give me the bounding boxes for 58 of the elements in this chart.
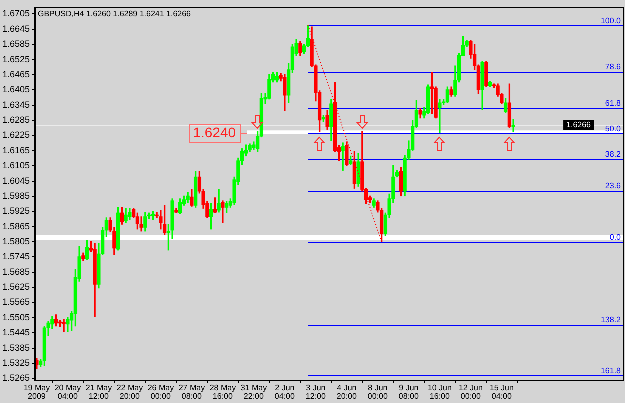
- x-tick-label: 2 Jun 04:00: [274, 384, 296, 402]
- annotation: 161.8: [600, 366, 622, 376]
- y-tick-label: 1.6285: [2, 115, 30, 126]
- x-tick-label: 9 Jun 08:00: [398, 384, 420, 402]
- y-tick-label: 1.6525: [2, 54, 30, 64]
- x-tick-label: 26 May 00:00: [148, 384, 174, 402]
- y-tick-label: 1.6465: [2, 69, 30, 80]
- x-tick-label: 10 Jun 16:00: [428, 384, 452, 402]
- x-tick-label: 27 May 08:00: [178, 384, 206, 402]
- y-tick-label: 1.5505: [2, 312, 30, 322]
- x-tick-label: 4 Jun 20:00: [336, 384, 358, 402]
- chart-title: GBPUSD,H4 1.6260 1.6289 1.6241 1.6266: [38, 9, 192, 18]
- y-tick-label: 1.5865: [2, 221, 30, 232]
- y-tick-label: 1.6705: [2, 8, 30, 19]
- y-tick-label: 1.6645: [2, 24, 30, 34]
- ref-line-label: 1.6266: [566, 120, 592, 130]
- x-tick-label: 3 Jun 12:00: [306, 384, 326, 402]
- y-tick-label: 1.5265: [2, 373, 30, 384]
- y-tick-label: 1.5925: [2, 206, 30, 216]
- y-tick-label: 1.5685: [2, 266, 30, 277]
- candlestick: [512, 119, 516, 132]
- y-tick-label: 1.6345: [2, 100, 30, 110]
- y-tick-label: 1.5805: [2, 236, 30, 246]
- y-tick-label: 1.5985: [2, 190, 30, 201]
- y-tick-label: 1.5385: [2, 342, 30, 353]
- annotation: 138.2: [600, 316, 622, 325]
- x-tick-label: 31 May 22:00: [240, 384, 268, 402]
- y-tick-label: 1.5745: [2, 252, 30, 262]
- y-tick-label: 1.6165: [2, 145, 30, 156]
- band-label: 1.6240: [193, 124, 236, 140]
- y-tick-label: 1.6405: [2, 84, 30, 95]
- x-tick-label: 22 May 20:00: [116, 384, 144, 402]
- annotation: 50.0: [605, 124, 622, 134]
- x-tick-label: 21 May 12:00: [86, 384, 112, 402]
- y-tick-label: 1.5565: [2, 297, 30, 308]
- y-tick-label: 1.6225: [2, 130, 30, 140]
- annotation: 100.0: [600, 16, 622, 26]
- candlestick: [341, 142, 345, 171]
- annotation: 78.6: [605, 62, 622, 72]
- x-tick-label: 12 Jun 00:00: [458, 384, 483, 402]
- y-tick-label: 1.6105: [2, 160, 30, 171]
- annotation: 0.0: [610, 232, 622, 242]
- annotation: 23.6: [605, 182, 622, 191]
- annotation: 38.2: [605, 150, 622, 159]
- x-tick-label: 19 May 2009: [24, 384, 50, 402]
- candlestick: [438, 98, 442, 134]
- y-tick-label: 1.6585: [2, 39, 30, 50]
- x-tick-label: 20 May 04:00: [54, 384, 82, 402]
- x-tick-label: 28 May 16:00: [210, 384, 236, 402]
- y-tick-label: 1.5445: [2, 328, 30, 338]
- y-tick-label: 1.6045: [2, 176, 30, 186]
- candlestick: [62, 319, 66, 332]
- x-tick-label: 15 Jun 04:00: [490, 384, 514, 402]
- y-tick-label: 1.5325: [2, 358, 30, 368]
- x-tick-label: 8 Jun 00:00: [368, 384, 388, 402]
- y-tick-label: 1.5625: [2, 282, 30, 292]
- annotation: 61.8: [605, 99, 622, 108]
- candlestick: [221, 200, 225, 224]
